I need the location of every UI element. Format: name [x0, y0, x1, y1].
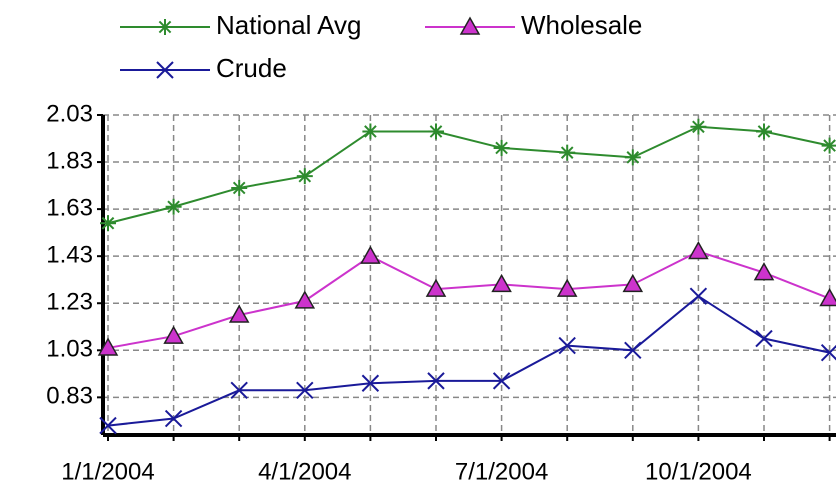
- data-point: [294, 290, 316, 309]
- marker-stroke: [101, 216, 115, 230]
- marker-stroke: [361, 374, 380, 392]
- marker-shape: [622, 273, 644, 293]
- marker-stroke: [689, 287, 708, 305]
- marker-stroke: [429, 125, 443, 138]
- data-point: [756, 123, 772, 140]
- data-point: [753, 262, 775, 281]
- data-point: [688, 240, 709, 260]
- marker-stroke: [495, 141, 508, 155]
- data-point: [163, 325, 184, 344]
- data-point: [492, 372, 511, 390]
- data-point: [491, 273, 512, 293]
- x-tick-label: 4/1/2004: [258, 458, 351, 485]
- y-tick-label: 1.03: [46, 336, 93, 363]
- legend-label: National Avg: [216, 10, 362, 40]
- marker-shape: [294, 290, 316, 309]
- marker-shape: [688, 240, 709, 260]
- data-point: [97, 337, 119, 356]
- marker-stroke: [755, 329, 773, 348]
- data-point: [164, 409, 183, 428]
- legend-marker: [459, 16, 481, 35]
- data-point: [755, 329, 773, 348]
- marker-stroke: [492, 372, 511, 390]
- data-point: [820, 343, 836, 362]
- x-tick-label: 7/1/2004: [455, 458, 548, 485]
- data-point: [100, 215, 116, 232]
- data-point: [821, 137, 836, 154]
- marker-stroke: [167, 200, 180, 214]
- series-line: [107, 250, 830, 349]
- marker-stroke: [230, 381, 248, 400]
- data-point: [425, 278, 447, 297]
- data-point: [361, 374, 380, 392]
- marker-stroke: [296, 381, 314, 400]
- data-point: [819, 287, 836, 307]
- marker-shape: [753, 262, 775, 281]
- data-point: [228, 304, 250, 323]
- data-point: [360, 245, 381, 264]
- marker-stroke: [99, 416, 117, 435]
- data-point: [362, 123, 379, 140]
- data-point: [428, 123, 444, 140]
- legend-label: Crude: [216, 53, 287, 83]
- legend-marker: [157, 19, 173, 35]
- marker-shape: [459, 16, 481, 35]
- legend-label: Wholesale: [521, 10, 642, 40]
- y-tick-label: 1.23: [46, 289, 93, 316]
- marker-stroke: [427, 372, 445, 390]
- data-point: [296, 168, 313, 185]
- marker-stroke: [560, 146, 574, 159]
- data-point: [231, 179, 248, 196]
- marker-stroke: [823, 139, 836, 152]
- data-point: [493, 139, 510, 156]
- marker-shape: [163, 325, 184, 344]
- marker-stroke: [156, 61, 174, 79]
- data-point: [427, 372, 445, 390]
- marker-stroke: [158, 20, 172, 34]
- marker-stroke: [164, 409, 183, 428]
- marker-shape: [97, 337, 119, 356]
- data-point: [559, 144, 576, 161]
- data-point: [624, 341, 642, 360]
- data-point: [690, 118, 707, 135]
- marker-stroke: [232, 181, 246, 195]
- data-point: [296, 381, 314, 400]
- y-tick-label: 1.63: [46, 194, 93, 221]
- legend-marker: [156, 61, 174, 79]
- data-point: [624, 149, 641, 166]
- data-point: [689, 287, 708, 305]
- x-tick-label: 10/1/2004: [645, 458, 752, 485]
- y-tick-label: 0.83: [46, 383, 93, 410]
- marker-stroke: [757, 125, 771, 138]
- marker-shape: [425, 278, 447, 297]
- y-tick-label: 2.03: [46, 100, 93, 127]
- marker-shape: [360, 245, 381, 264]
- series-line: [107, 294, 830, 427]
- marker-shape: [556, 278, 578, 297]
- x-tick-label: 1/1/2004: [61, 458, 154, 485]
- data-point: [165, 198, 182, 215]
- series-line: [107, 125, 830, 225]
- y-tick-label: 1.83: [46, 147, 93, 174]
- marker-stroke: [298, 169, 312, 183]
- data-point: [622, 273, 644, 293]
- marker-shape: [491, 273, 512, 293]
- y-tick-label: 1.43: [46, 242, 93, 269]
- marker-shape: [228, 304, 250, 323]
- data-point: [556, 278, 578, 297]
- marker-stroke: [364, 125, 377, 138]
- data-point: [99, 416, 117, 435]
- marker-shape: [819, 287, 836, 307]
- data-point: [558, 336, 576, 355]
- marker-stroke: [626, 151, 640, 164]
- data-point: [230, 381, 248, 400]
- marker-stroke: [624, 341, 642, 360]
- marker-stroke: [692, 120, 705, 134]
- marker-stroke: [820, 344, 836, 362]
- marker-stroke: [558, 336, 576, 355]
